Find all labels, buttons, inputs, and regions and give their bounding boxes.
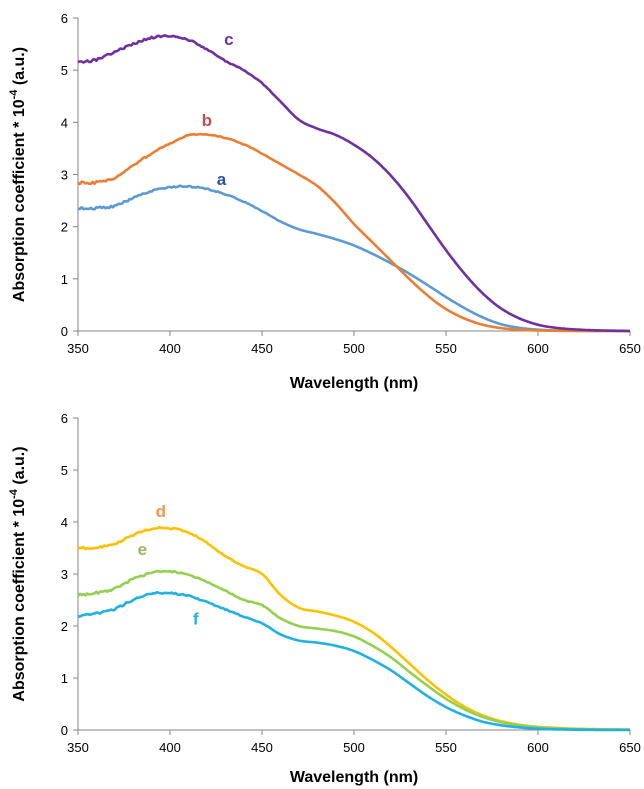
- series-line-f: [77, 591, 630, 732]
- series-label-b: b: [202, 111, 212, 130]
- x-tick-label: 400: [159, 740, 181, 755]
- y-axis-label-suffix: (a.u.): [11, 47, 28, 90]
- series-label-a: a: [217, 170, 227, 189]
- x-tick-label: 350: [67, 341, 89, 356]
- x-tick-label: 450: [251, 341, 273, 356]
- y-tick-label: 5: [61, 463, 68, 478]
- y-tick-label: 1: [61, 671, 68, 686]
- y-tick-label: 4: [61, 115, 68, 130]
- y-tick-label: 6: [61, 411, 68, 426]
- y-tick-label: 3: [61, 168, 68, 183]
- y-tick-label: 2: [61, 220, 68, 235]
- y-axis-label-suffix: (a.u.): [11, 446, 28, 489]
- series-label-f: f: [193, 609, 199, 628]
- y-axis-label-main: Absorption coefficient * 10: [11, 499, 28, 702]
- series-label-c: c: [224, 30, 233, 49]
- series-line-d: [77, 525, 630, 731]
- x-axis-label: Wavelength (nm): [290, 375, 418, 392]
- x-tick-label: 500: [343, 740, 365, 755]
- series-line-b: [77, 132, 630, 333]
- y-tick-label: 1: [61, 272, 68, 287]
- chart-panel-bottom: 0 1 2 3 4 5 6 350 400 450 500 550 600 650 Wavelength (…: [8, 411, 641, 786]
- y-tick-label: 3: [61, 567, 68, 582]
- x-tick-label: 400: [159, 341, 181, 356]
- x-tick-label: 550: [435, 740, 457, 755]
- series-line-c: [77, 34, 630, 333]
- x-tick-label: 600: [527, 740, 549, 755]
- x-tick-label: 450: [251, 740, 273, 755]
- y-tick-label: 2: [61, 619, 68, 634]
- y-axis-label-exponent: -4: [8, 488, 20, 499]
- y-tick-label: 6: [61, 11, 68, 26]
- y-tick-label: 0: [61, 723, 68, 738]
- y-tick-label: 0: [61, 324, 68, 339]
- y-axis-label-exponent: -4: [8, 89, 20, 100]
- x-tick-label: 600: [527, 341, 549, 356]
- y-axis-label: Absorption coefficient * 10-4 (a.u.): [8, 446, 28, 701]
- series-label-e: e: [138, 540, 147, 559]
- x-tick-label: 650: [619, 740, 641, 755]
- y-axis-label-main: Absorption coefficient * 10: [11, 99, 28, 302]
- x-tick-label: 550: [435, 341, 457, 356]
- x-tick-label: 500: [343, 341, 365, 356]
- y-tick-label: 4: [61, 515, 68, 530]
- x-tick-label: 350: [67, 740, 89, 755]
- x-axis-label: Wavelength (nm): [290, 769, 418, 786]
- y-axis-label: Absorption coefficient * 10-4 (a.u.): [8, 47, 28, 302]
- series-line-a: [78, 184, 630, 333]
- chart-panel-top: 0 1 2 3 4 5 6 350 400 450 500 550 600 650 Wavelength (…: [8, 11, 641, 392]
- x-tick-label: 650: [619, 341, 641, 356]
- series-label-d: d: [156, 502, 166, 521]
- y-tick-label: 5: [61, 63, 68, 78]
